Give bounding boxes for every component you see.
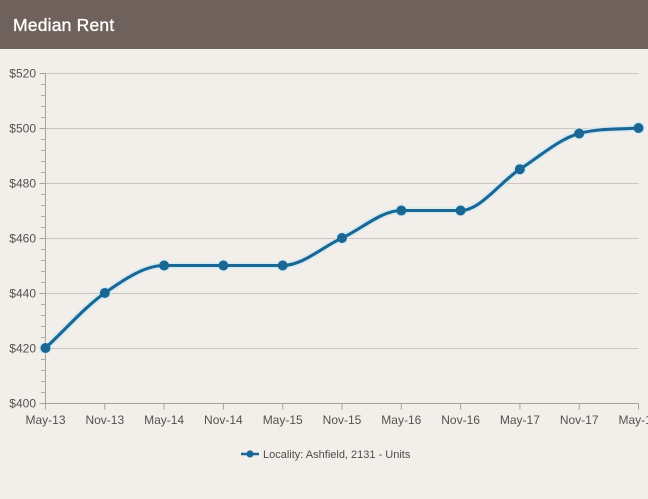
svg-text:$480: $480 xyxy=(9,177,36,191)
svg-text:May-18: May-18 xyxy=(618,413,648,427)
svg-text:Nov-14: Nov-14 xyxy=(204,413,243,427)
svg-text:Locality: Ashfield, 2131 - Uni: Locality: Ashfield, 2131 - Units xyxy=(263,449,411,461)
svg-text:Nov-13: Nov-13 xyxy=(85,413,124,427)
svg-text:$420: $420 xyxy=(9,342,36,356)
svg-text:$460: $460 xyxy=(9,232,36,246)
svg-text:$440: $440 xyxy=(9,287,36,301)
svg-text:Nov-15: Nov-15 xyxy=(323,413,362,427)
svg-text:$500: $500 xyxy=(9,122,36,136)
svg-text:May-16: May-16 xyxy=(381,413,421,427)
svg-text:$520: $520 xyxy=(9,67,36,81)
svg-text:Nov-17: Nov-17 xyxy=(560,413,599,427)
svg-text:May-14: May-14 xyxy=(144,413,184,427)
svg-text:Nov-16: Nov-16 xyxy=(441,413,480,427)
svg-text:$400: $400 xyxy=(9,397,36,411)
svg-text:May-17: May-17 xyxy=(500,413,540,427)
svg-text:May-13: May-13 xyxy=(25,413,65,427)
svg-text:May-15: May-15 xyxy=(263,413,303,427)
